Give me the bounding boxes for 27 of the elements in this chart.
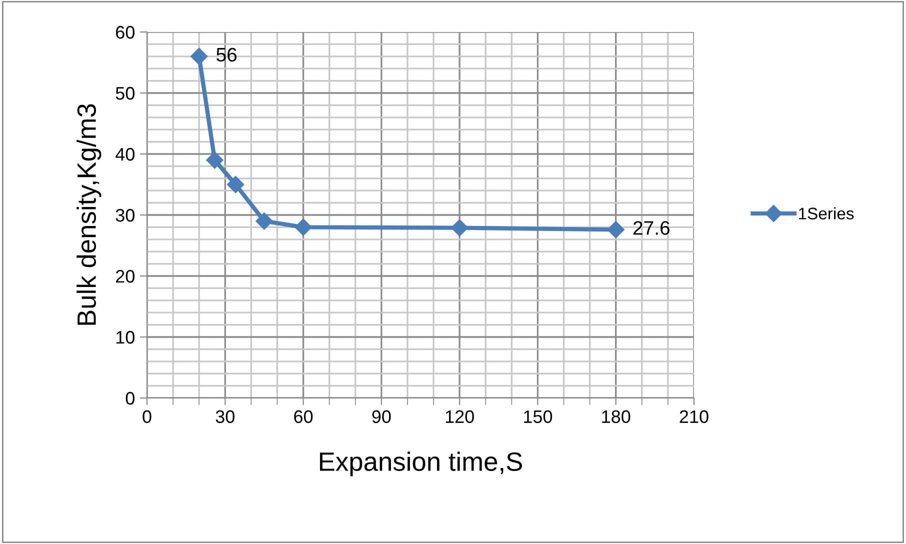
x-axis-title: Expansion time,S — [320, 452, 522, 476]
point — [190, 48, 208, 65]
y-tick-label: 0 — [126, 392, 134, 405]
point — [227, 176, 244, 194]
point — [607, 221, 624, 238]
data-label: 27.6 — [634, 221, 670, 235]
y-tick-label: 30 — [116, 208, 134, 222]
data-label: 56 — [216, 48, 237, 62]
x-tick-label: 0 — [142, 410, 152, 424]
legend-label: 1Series — [799, 207, 854, 220]
point — [206, 152, 224, 169]
x-tick-label: 60 — [294, 410, 313, 424]
x-tick-label: 90 — [372, 410, 391, 424]
y-axis-title: Bulk density,Kg/m3 — [76, 104, 102, 325]
point — [451, 219, 468, 236]
x-tick-label: 120 — [446, 410, 474, 424]
x-tick-label: 30 — [216, 410, 234, 424]
x-tick-label: 150 — [524, 410, 552, 424]
point — [256, 212, 273, 230]
y-tick-label: 10 — [116, 330, 134, 344]
y-tick-label: 20 — [116, 270, 134, 283]
y-tick-label: 40 — [116, 148, 134, 161]
x-tick-label: 180 — [602, 410, 630, 424]
y-tick-label: 60 — [116, 26, 134, 39]
point — [294, 218, 312, 236]
x-tick-label: 210 — [680, 410, 708, 424]
y-tick-label: 50 — [116, 86, 134, 100]
